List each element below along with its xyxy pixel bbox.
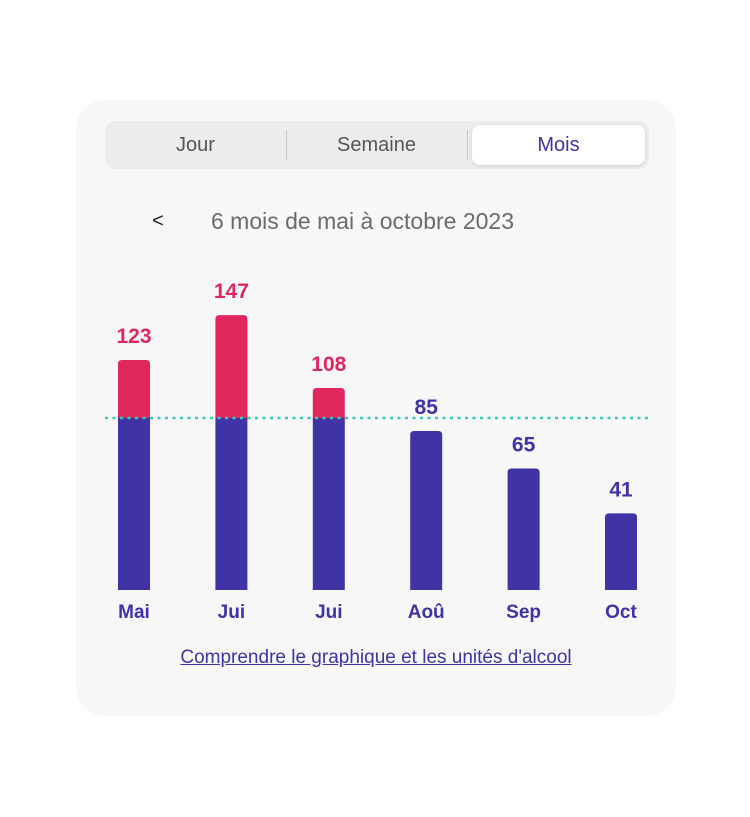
understand-chart-link[interactable]: Comprendre le graphique et les unités d'… [180,647,572,668]
chart-card: Jour Semaine Mois < 6 mois de mai à octo… [76,100,676,716]
previous-period-button[interactable]: < [152,209,164,232]
segment-divider [467,130,468,160]
segment-divider [286,130,287,160]
tab-jour[interactable]: Jour [176,133,215,156]
tab-semaine[interactable]: Semaine [337,133,416,156]
tab-mois[interactable]: Mois [472,125,645,165]
period-navigation: < 6 mois de mai à octobre 2023 [76,206,676,236]
period-segmented-control: Jour Semaine Mois [105,121,649,169]
period-label: 6 mois de mai à octobre 2023 [211,208,515,234]
